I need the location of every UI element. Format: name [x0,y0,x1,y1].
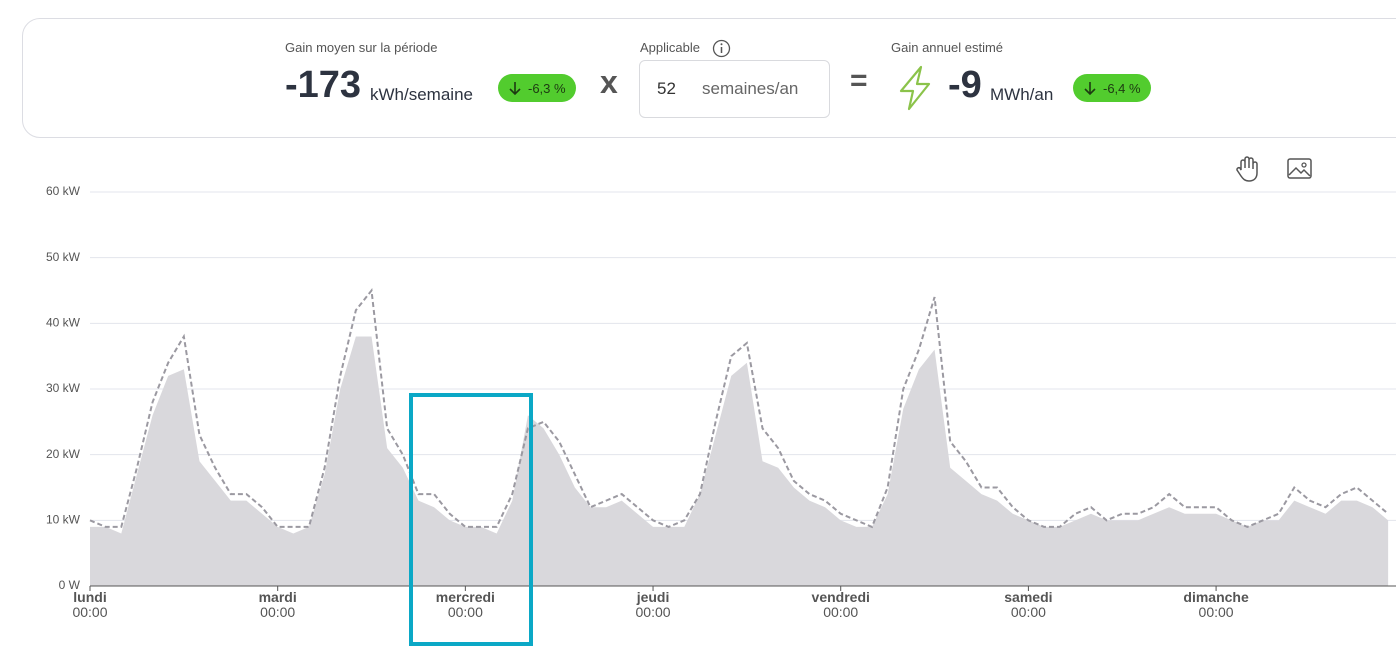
summary-card [22,18,1396,138]
applicable-label: Applicable [640,40,700,55]
gain-unit: kWh/semaine [370,85,473,104]
y-tick-label: 60 kW [46,184,81,198]
x-tick-label: mercredi [436,589,495,605]
x-tick-time: 00:00 [72,604,107,620]
x-tick-time: 00:00 [1011,604,1046,620]
annual-badge: -6,4 % [1073,74,1151,102]
y-tick-label: 40 kW [46,316,81,330]
y-tick-label: 30 kW [46,381,81,395]
pan-button[interactable] [1232,154,1262,184]
highlight-box [409,393,533,646]
x-tick-time: 00:00 [260,604,295,620]
image-button[interactable] [1286,156,1314,182]
x-tick-label: lundi [73,589,106,605]
annual-unit: MWh/an [990,85,1054,104]
down-arrow [1084,82,1096,96]
lightning-icon [899,65,931,111]
gain-value: -173 [285,64,362,106]
down-arrow [509,82,521,96]
y-tick-label: 10 kW [46,513,81,527]
x-tick-time: 00:00 [1199,604,1234,620]
multiply-sign: x [600,64,618,100]
x-tick-label: vendredi [812,589,870,605]
equals-sign: = [850,64,868,97]
y-tick-label: 0 W [59,578,81,592]
gain-change: -6,3 % [528,80,566,96]
x-tick-label: samedi [1004,589,1052,605]
weeks-value[interactable]: 52 [657,79,676,98]
area [90,336,1389,586]
annual-label: Gain annuel estimé [891,40,1004,55]
y-tick-label: 50 kW [46,250,81,264]
gain-badge: -6,3 % [498,74,576,102]
info-icon[interactable] [712,39,731,58]
x-tick-label: dimanche [1183,589,1249,605]
x-tick-time: 00:00 [636,604,671,620]
weeks-input[interactable] [639,60,830,118]
y-tick-label: 20 kW [46,447,81,461]
x-tick-time: 00:00 [448,604,483,620]
annual-change: -6,4 % [1103,80,1141,96]
x-tick-label: jeudi [636,589,670,605]
x-tick-label: mardi [259,589,297,605]
dashed-line [89,287,1389,529]
weeks-unit: semaines/an [702,79,799,98]
annual-value: -9 [948,64,982,106]
x-tick-time: 00:00 [823,604,858,620]
gain-label: Gain moyen sur la période [285,40,438,55]
